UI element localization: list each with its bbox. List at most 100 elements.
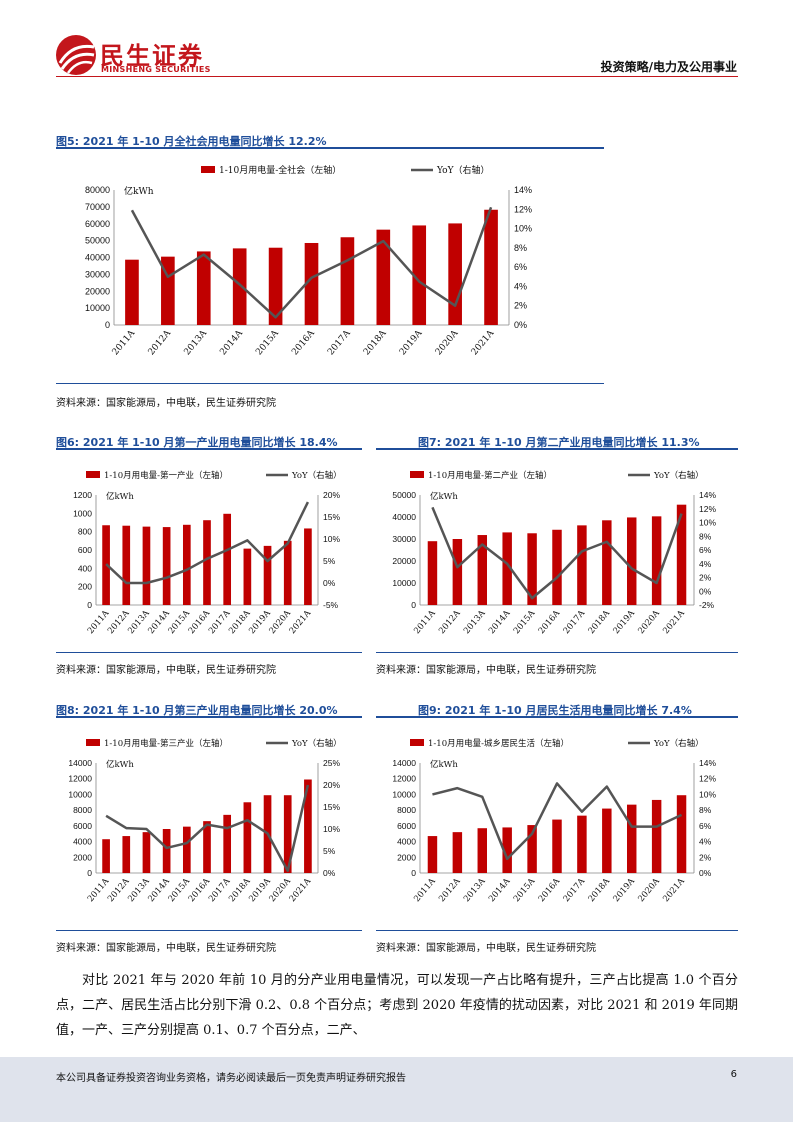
bar: [232, 248, 247, 325]
category-label: 2012A: [437, 876, 463, 904]
legend-bar-swatch: [86, 739, 100, 746]
bar: [243, 548, 252, 605]
legend-bar-swatch: [410, 739, 424, 746]
left-axis-tick-label: 30000: [392, 534, 416, 544]
figure-9-top-rule: [376, 716, 738, 718]
right-axis-tick-label: 0%: [699, 586, 712, 596]
bar: [676, 504, 687, 605]
right-axis-tick-label: 10%: [699, 789, 716, 799]
legend-bar-swatch: [201, 166, 215, 173]
bar: [182, 524, 191, 605]
bar: [452, 832, 463, 873]
left-axis-tick-label: 0: [411, 600, 416, 610]
figure-5-chart: 1-10月用电量-全社会（左轴） YoY（右轴） 亿kWh 0 10000 20000 30…: [56, 160, 604, 380]
figure-8-source: 资料来源：国家能源局，中电联，民生证券研究院: [56, 943, 276, 954]
bar: [676, 795, 687, 873]
category-label: 2019A: [398, 328, 425, 357]
bar: [102, 839, 110, 873]
right-axis-tick-label: 4%: [514, 281, 527, 291]
figure-7-top-rule: [376, 448, 738, 450]
figure-7-chart: 1-10月用电量-第二产业（左轴） YoY（右轴） 亿kWh 0 10000 20000 3…: [380, 465, 738, 650]
legend-line-label: YoY（右轴）: [291, 470, 342, 481]
right-axis-tick-label: 5%: [323, 846, 336, 856]
category-label: 2018A: [587, 876, 613, 904]
category-label: 2018A: [587, 608, 613, 636]
chart-legend: 1-10月用电量-全社会（左轴） YoY（右轴）: [201, 164, 490, 176]
bar: [196, 251, 211, 325]
bar: [243, 802, 252, 873]
left-axis-tick-label: 400: [78, 563, 92, 573]
bar: [304, 779, 312, 873]
category-label: 2012A: [437, 608, 463, 636]
bar: [484, 209, 498, 325]
category-label: 2016A: [537, 608, 563, 636]
category-label: 2013A: [183, 328, 210, 357]
right-axis-tick-label: 20%: [323, 780, 340, 790]
left-axis-tick-label: 200: [78, 582, 92, 592]
right-axis-tick-label: 0%: [514, 320, 527, 330]
bar: [162, 527, 171, 605]
figure-8-top-rule: [56, 716, 362, 718]
bar: [122, 525, 131, 605]
right-axis-tick-label: 15%: [323, 512, 340, 522]
bar: [122, 836, 131, 873]
legend-bar-label: 1-10月用电量-城乡居民生活（左轴）: [428, 738, 569, 749]
left-axis-tick-label: 0: [411, 868, 416, 878]
left-axis-tick-label: 20000: [392, 556, 416, 566]
figure-7-bottom-rule: [376, 652, 738, 653]
category-label: 2021A: [288, 608, 314, 636]
left-axis-tick-label: 14000: [392, 758, 416, 768]
bar: [577, 525, 587, 605]
bar: [626, 804, 637, 873]
bar: [448, 223, 462, 325]
right-axis-tick-label: 10%: [699, 518, 716, 528]
category-label: 2011A: [412, 876, 438, 904]
left-axis-tick-label: 600: [78, 545, 92, 555]
chart-svg: 1-10月用电量-第三产业（左轴） YoY（右轴） 亿kWh 0 2000 4000 600…: [68, 738, 342, 904]
category-label: 2018A: [362, 328, 389, 357]
left-axis-tick-label: 1000: [73, 508, 92, 518]
bar: [577, 815, 587, 873]
left-axis-tick-label: 10000: [392, 789, 416, 799]
category-label: 2020A: [636, 608, 662, 636]
bar: [527, 533, 537, 605]
category-label: 2019A: [612, 608, 638, 636]
page-number: 6: [730, 1069, 737, 1080]
legend-bar-swatch: [410, 471, 424, 478]
bar: [427, 541, 438, 605]
chart-svg: 1-10月用电量-城乡居民生活（左轴） YoY（右轴） 亿kWh 0 2000 4000 6…: [392, 738, 716, 904]
bar: [602, 808, 612, 873]
figure-8-chart: 1-10月用电量-第三产业（左轴） YoY（右轴） 亿kWh 0 2000 4000 600…: [56, 733, 362, 923]
bar: [283, 540, 292, 605]
legend-bar-label: 1-10月用电量-第三产业（左轴）: [104, 738, 228, 749]
left-axis-tick-label: 6000: [397, 821, 416, 831]
left-axis-tick-label: 8000: [397, 805, 416, 815]
bar: [304, 528, 312, 605]
right-axis-tick-label: 5%: [323, 556, 336, 566]
legend-line-label: YoY（右轴）: [291, 738, 342, 749]
chart-legend: 1-10月用电量-城乡居民生活（左轴） YoY（右轴）: [410, 738, 704, 749]
body-text: 对比 2021 年与 2020 年前 10 月的分产业用电量情况，可以发现一产占…: [56, 968, 738, 1043]
bar: [283, 795, 292, 873]
right-axis-tick-label: -5%: [323, 600, 339, 610]
body-paragraph: 对比 2021 年与 2020 年前 10 月的分产业用电量情况，可以发现一产占…: [56, 973, 738, 1038]
right-axis-tick-label: 20%: [323, 490, 340, 500]
category-label: 2013A: [462, 608, 488, 636]
legend-bar-label: 1-10月用电量-第二产业（左轴）: [428, 470, 552, 481]
right-axis-tick-label: 0%: [323, 578, 336, 588]
left-axis-tick-label: 1200: [73, 490, 92, 500]
unit-label: 亿kWh: [430, 759, 458, 770]
left-axis-tick-label: 50000: [392, 490, 416, 500]
category-label: 2015A: [512, 876, 538, 904]
bar: [502, 532, 512, 605]
right-axis-tick-label: 0%: [323, 868, 336, 878]
left-axis-tick-label: 10000: [68, 789, 92, 799]
bar: [602, 520, 612, 605]
right-axis-tick-label: 10%: [514, 224, 532, 234]
legend-line-label: YoY（右轴）: [653, 470, 704, 481]
legend-line-label: YoY（右轴）: [436, 164, 490, 176]
category-label: 2021A: [288, 876, 314, 904]
right-axis-tick-label: 14%: [699, 758, 716, 768]
figure-5-title: 图5: 2021 年 1-10 月全社会用电量同比增长 12.2%: [56, 135, 327, 148]
unit-label: 亿kWh: [106, 491, 134, 502]
